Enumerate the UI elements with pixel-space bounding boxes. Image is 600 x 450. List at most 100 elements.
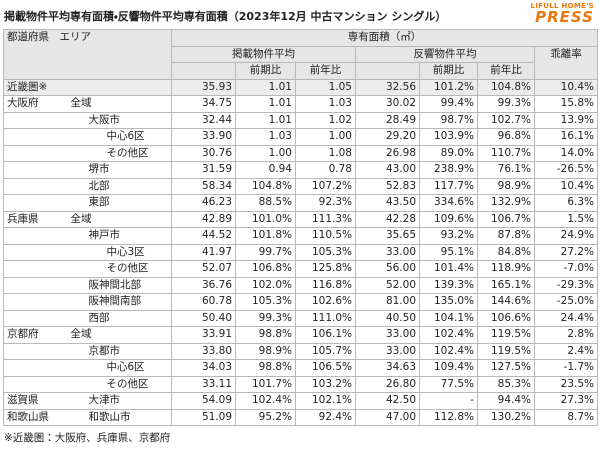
area-cell: 中心6区 <box>67 359 172 377</box>
table-row: その他区 30.76 1.00 1.08 26.98 89.0% 110.7% 14.0% <box>3 144 598 162</box>
header-cell: 前期比 <box>419 62 478 80</box>
value-cell: -25.0% <box>534 293 598 311</box>
title: 掲載物件平均専有面積・反響物件平均専有面積（2023年12月 中古マンション シ… <box>4 10 447 23</box>
value-cell: 1.01 <box>235 95 296 113</box>
area-cell: その他区 <box>67 375 172 393</box>
header-cell: 前年比 <box>477 62 535 80</box>
value-cell: 30.02 <box>355 95 420 113</box>
value-cell: 95.1% <box>419 243 478 261</box>
value-cell: 42.28 <box>355 210 420 228</box>
pref-cell <box>3 227 68 245</box>
value-cell: 109.4% <box>419 359 478 377</box>
value-cell: 16.1% <box>534 128 598 146</box>
area-cell: 中心6区 <box>67 128 172 146</box>
area-cell: 堺市 <box>67 161 172 179</box>
area-cell: 大津市 <box>67 392 172 410</box>
table-row: 兵庫県 全域 42.89 101.0% 111.3% 42.28 109.6% 106.7% 1… <box>3 210 598 228</box>
table-row: 近畿圏※ 35.93 1.01 1.05 32.56 101.2% 104.8% 10.4% <box>3 78 598 96</box>
table-row: その他区 52.07 106.8% 125.8% 56.00 101.4% 118.9% -7… <box>3 260 598 278</box>
area-cell: 西部 <box>67 309 172 327</box>
value-cell: 52.00 <box>355 276 420 294</box>
value-cell: 42.50 <box>355 392 420 410</box>
value-cell: 111.0% <box>295 309 356 327</box>
table-row: 堺市 31.59 0.94 0.78 43.00 238.9% 76.1% -26.5% <box>3 161 598 179</box>
value-cell: 2.8% <box>534 326 598 344</box>
value-cell: 118.9% <box>477 260 535 278</box>
value-cell: 98.8% <box>235 359 296 377</box>
value-cell: 101.2% <box>419 78 478 96</box>
table-row: 滋賀県 大津市 54.09 102.4% 102.1% 42.50-94.4% 27.3% <box>3 392 598 410</box>
logo-bottom: PRESS <box>535 8 594 26</box>
header-row: 前期比 前年比 前期比 前年比 <box>4 62 598 80</box>
value-cell: 43.00 <box>355 161 420 179</box>
table-row: 阪神間南部 60.78 105.3% 102.6% 81.00 135.0% 144.6% -… <box>3 293 598 311</box>
area-cell: 阪神間南部 <box>67 293 172 311</box>
area-cell: 神戸市 <box>67 227 172 245</box>
logo-top: LIFULL HOME'S <box>530 2 594 10</box>
value-cell: 127.5% <box>477 359 535 377</box>
value-cell: -1.7% <box>534 359 598 377</box>
value-cell: 34.03 <box>171 359 236 377</box>
header-cell: 前年比 <box>295 62 356 80</box>
value-cell: 33.91 <box>171 326 236 344</box>
value-cell: 106.7% <box>477 210 535 228</box>
value-cell: 28.49 <box>355 111 420 129</box>
value-cell: 106.6% <box>477 309 535 327</box>
value-cell: 99.4% <box>419 95 478 113</box>
pref-cell <box>3 144 68 162</box>
value-cell: 102.4% <box>235 392 296 410</box>
value-cell: 102.1% <box>295 392 356 410</box>
value-cell: 109.6% <box>419 210 478 228</box>
value-cell: 31.59 <box>171 161 236 179</box>
header-cell <box>171 62 236 80</box>
value-cell: 35.65 <box>355 227 420 245</box>
value-cell: 44.52 <box>171 227 236 245</box>
table-row: 京都府 全域 33.91 98.8% 106.1% 33.00 102.4% 119.5% 2.… <box>3 326 598 344</box>
pref-cell: 和歌山県 <box>3 408 68 426</box>
value-cell: 81.00 <box>355 293 420 311</box>
table-row: 中心6区 33.90 1.03 1.00 29.20 103.9% 96.8% 16.1% <box>3 128 598 146</box>
value-cell: 56.00 <box>355 260 420 278</box>
value-cell: 0.94 <box>235 161 296 179</box>
area-cell: その他区 <box>67 260 172 278</box>
area-cell: 中心3区 <box>67 243 172 261</box>
value-cell: 52.83 <box>355 177 420 195</box>
header-row: 掲載物件平均 反響物件平均 乖離率 <box>4 45 598 80</box>
value-cell: 104.1% <box>419 309 478 327</box>
value-cell: 98.9% <box>235 342 296 360</box>
area-cell: 全域 <box>67 95 172 113</box>
value-cell: 32.44 <box>171 111 236 129</box>
pref-cell: 京都府 <box>3 326 68 344</box>
pref-cell: 滋賀県 <box>3 392 68 410</box>
table-row: 東部 46.23 88.5% 92.3% 43.50 334.6% 132.9% 6.3% <box>3 194 598 212</box>
area-cell: 和歌山市 <box>67 408 172 426</box>
header-cell: 都道府県 エリア <box>3 29 172 80</box>
value-cell: 0.78 <box>295 161 356 179</box>
value-cell: 135.0% <box>419 293 478 311</box>
value-cell: 110.5% <box>295 227 356 245</box>
header-cell: 反響物件平均 <box>355 45 535 63</box>
area-cell: その他区 <box>67 144 172 162</box>
value-cell: 43.50 <box>355 194 420 212</box>
value-cell: 112.8% <box>419 408 478 426</box>
value-cell: 110.7% <box>477 144 535 162</box>
value-cell: 33.00 <box>355 243 420 261</box>
value-cell: -26.5% <box>534 161 598 179</box>
value-cell: 54.09 <box>171 392 236 410</box>
value-cell: 36.76 <box>171 276 236 294</box>
value-cell: -7.0% <box>534 260 598 278</box>
value-cell: 139.3% <box>419 276 478 294</box>
value-cell: 26.98 <box>355 144 420 162</box>
value-cell: 105.3% <box>295 243 356 261</box>
value-cell: 1.00 <box>295 128 356 146</box>
value-cell: 95.2% <box>235 408 296 426</box>
pref-cell: 近畿圏※ <box>3 78 68 96</box>
value-cell: 33.90 <box>171 128 236 146</box>
header-cell: 掲載物件平均 <box>171 45 356 63</box>
value-cell: 92.3% <box>295 194 356 212</box>
area-cell: 全域 <box>67 210 172 228</box>
header-row: 都道府県 エリア 専有面積（㎡） <box>3 29 598 80</box>
logo: LIFULL HOME'S PRESS <box>530 3 594 25</box>
value-cell: 15.8% <box>534 95 598 113</box>
table-row: 大阪府 全域 34.75 1.01 1.03 30.02 99.4% 99.3% 15.8% <box>3 95 598 113</box>
